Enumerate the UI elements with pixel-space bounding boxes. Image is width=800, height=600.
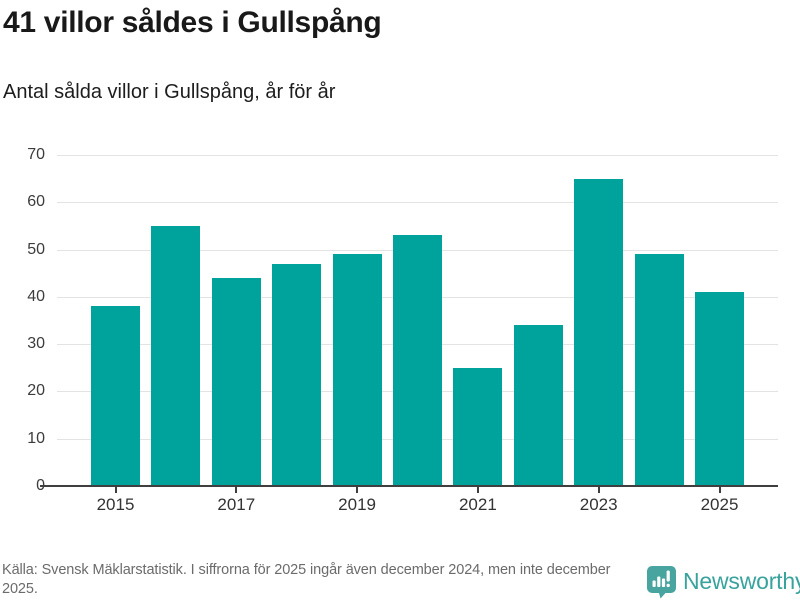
- bar-2023: [574, 178, 624, 486]
- brand-name: Newsworthy: [683, 568, 800, 594]
- x-axis-line: [40, 485, 778, 487]
- y-tick-label-20: 20: [27, 382, 45, 400]
- bar-2016: [151, 225, 201, 486]
- y-tick-label-50: 50: [27, 240, 45, 258]
- x-tick-2023: [597, 487, 600, 493]
- y-gridline-60: [57, 202, 778, 204]
- bar-2015: [91, 306, 140, 486]
- y-tick-label-30: 30: [27, 335, 45, 353]
- x-tick-label-2023: 2023: [579, 495, 618, 514]
- x-tick-2017: [235, 487, 238, 493]
- x-tick-2019: [356, 487, 359, 493]
- x-tick-2021: [476, 487, 479, 493]
- bar-2017: [211, 277, 261, 486]
- chart-subtitle: Antal sålda villor i Gullspång, år för å…: [3, 81, 336, 103]
- x-tick-2025: [718, 487, 721, 493]
- y-tick-label-40: 40: [27, 287, 45, 305]
- bar-2025: [695, 292, 744, 486]
- x-tick-label-2019: 2019: [338, 495, 376, 514]
- bar-2019: [332, 254, 382, 486]
- x-axis-labels: 2015 2017 2019 2021 2023 2025: [57, 495, 778, 517]
- x-tick-label-2015: 2015: [96, 495, 135, 514]
- x-tick-label-2025: 2025: [700, 495, 739, 514]
- plot-area: [57, 155, 778, 486]
- x-tick-2015: [114, 487, 117, 493]
- newsworthy-logo-icon: [647, 566, 676, 599]
- y-tick-label-10: 10: [27, 429, 45, 447]
- x-tick-label-2017: 2017: [217, 495, 256, 514]
- chart-title: 41 villor såldes i Gullspång: [3, 6, 382, 39]
- bar-2020: [393, 235, 442, 486]
- y-tick-label-60: 60: [27, 193, 45, 211]
- y-gridline-70: [57, 155, 778, 156]
- y-tick-label-70: 70: [27, 146, 45, 163]
- bar-2024: [634, 254, 684, 486]
- x-tick-label-2021: 2021: [458, 495, 497, 514]
- bar-2022: [513, 325, 563, 486]
- y-axis-labels: 010203040506070: [0, 146, 45, 494]
- bar-2021: [453, 367, 503, 486]
- bar-2018: [272, 263, 322, 486]
- brand-logo: Newsworthy: [646, 565, 800, 599]
- source-note: Källa: Svensk Mäklarstatistik. I siffror…: [2, 562, 611, 597]
